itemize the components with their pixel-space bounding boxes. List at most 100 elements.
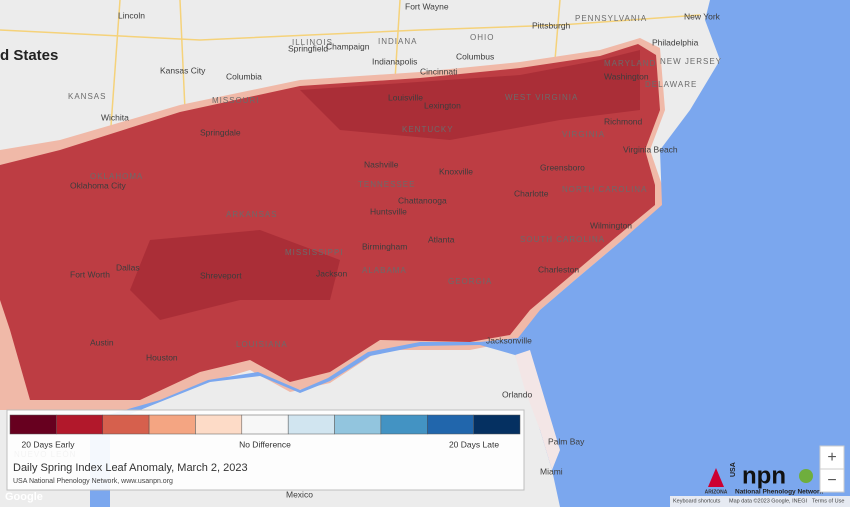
place-label: VIRGINIA — [562, 130, 605, 139]
npn-label: npn — [742, 462, 786, 489]
place-label: WEST VIRGINIA — [505, 93, 578, 102]
place-label: PENNSYLVANIA — [575, 14, 647, 23]
google-logo: Google — [5, 491, 43, 503]
place-label: Lexington — [424, 100, 461, 110]
legend-swatch — [241, 414, 289, 435]
place-label: Charleston — [538, 264, 579, 274]
place-label: MISSISSIPPI — [285, 248, 344, 257]
terms-of-use[interactable]: Terms of Use — [812, 498, 844, 504]
place-label: Springdale — [200, 127, 241, 137]
legend-swatch — [9, 414, 57, 435]
place-label: MISSOURI — [212, 96, 260, 105]
place-label: SOUTH CAROLINA — [520, 235, 605, 244]
legend-swatch — [287, 414, 335, 435]
place-label: Champaign — [326, 41, 370, 51]
place-labels: d States Lincoln Fort Wayne PENNSYLVANIA Pit… — [0, 1, 722, 499]
place-label: Richmond — [604, 116, 643, 126]
place-label: INDIANA — [378, 37, 417, 46]
legend-late: 20 Days Late — [449, 439, 499, 449]
place-label: Fort Wayne — [405, 1, 449, 11]
roads — [0, 0, 701, 141]
place-label: DELAWARE — [645, 80, 697, 89]
place-label: Palm Bay — [548, 436, 585, 446]
place-label: ARKANSAS — [226, 210, 278, 219]
place-label: Washington — [604, 71, 649, 81]
place-label: Virginia Beach — [623, 144, 678, 154]
place-label: Mexico — [286, 489, 313, 499]
place-label: Philadelphia — [652, 37, 699, 47]
place-label: d States — [0, 47, 58, 64]
legend-swatches — [9, 414, 521, 435]
zoom-in-label[interactable]: + — [827, 449, 836, 466]
place-label: Cincinnati — [420, 66, 457, 76]
place-label: Springfield — [288, 43, 328, 53]
place-label: Atlanta — [428, 234, 455, 244]
legend-swatch — [102, 414, 150, 435]
place-label: Indianapolis — [372, 56, 417, 66]
place-label: MARYLAND — [604, 59, 656, 68]
place-label: Kansas City — [160, 65, 206, 75]
place-label: Shreveport — [200, 270, 242, 280]
legend-credit: USA National Phenology Network, www.usan… — [13, 478, 173, 485]
florida — [515, 350, 560, 470]
usa-label: USA — [730, 462, 737, 477]
place-label: Louisville — [388, 92, 423, 102]
legend-middle: No Difference — [239, 439, 291, 449]
place-label: KANSAS — [68, 92, 106, 101]
legend-title: Daily Spring Index Leaf Anomaly, March 2… — [13, 462, 248, 474]
place-label: Wichita — [101, 112, 129, 122]
place-label: OHIO — [470, 33, 494, 42]
legend-swatch — [380, 414, 428, 435]
place-label: Oklahoma City — [70, 180, 126, 190]
legend-swatch — [334, 414, 382, 435]
legend-early: 20 Days Early — [22, 439, 76, 449]
place-label: Wilmington — [590, 220, 632, 230]
place-label: Jackson — [316, 268, 347, 278]
place-label: Austin — [90, 337, 114, 347]
npn-logo: ARIZONA USA npn National Phenology Netwo… — [705, 462, 824, 496]
place-label: ALABAMA — [362, 266, 407, 275]
network-label: National Phenology Network — [735, 489, 824, 496]
globe-icon — [799, 469, 813, 483]
place-label: Houston — [146, 352, 178, 362]
place-label: Orlando — [502, 389, 533, 399]
place-label: Knoxville — [439, 166, 473, 176]
place-label: Huntsville — [370, 206, 407, 216]
map-data: Map data ©2023 Google, INEGI — [729, 497, 808, 504]
legend-swatch — [195, 414, 243, 435]
ocean — [90, 0, 850, 507]
place-label: Fort Worth — [70, 269, 110, 279]
legend-swatch — [473, 414, 521, 435]
place-label: Miami — [540, 466, 563, 476]
place-label: KENTUCKY — [402, 125, 454, 134]
place-label: Lincoln — [118, 10, 145, 20]
place-label: Jacksonville — [486, 335, 532, 345]
place-label: Columbia — [226, 71, 262, 81]
place-label: Greensboro — [540, 162, 585, 172]
place-label: TENNESSEE — [358, 180, 415, 189]
zoom-out-label[interactable]: − — [827, 472, 836, 489]
place-label: Birmingham — [362, 241, 407, 251]
place-label: Columbus — [456, 51, 494, 61]
place-label: Dallas — [116, 262, 140, 272]
place-label: NORTH CAROLINA — [562, 185, 647, 194]
arizona-label: ARIZONA — [705, 489, 728, 495]
place-label: GEORGIA — [448, 277, 492, 286]
place-label: ILLINOIS — [292, 38, 333, 47]
keyboard-shortcuts[interactable]: Keyboard shortcuts — [673, 498, 721, 504]
footer-bar — [670, 496, 850, 507]
place-label: Chattanooga — [398, 195, 447, 205]
anomaly-strong — [130, 50, 640, 320]
place-label: OKLAHOMA — [90, 172, 143, 181]
place-label: Nashville — [364, 159, 399, 169]
legend-swatch — [427, 414, 474, 435]
legend-swatch — [56, 414, 103, 435]
place-label: Pittsburgh — [532, 20, 571, 30]
place-label: NEW JERSEY — [660, 57, 722, 66]
legend-swatch — [148, 414, 196, 435]
place-label: Charlotte — [514, 188, 549, 198]
zoom-out-button[interactable] — [819, 468, 845, 493]
legend: 20 Days Early No Difference 20 Days Late… — [6, 409, 525, 491]
arizona-icon — [708, 468, 724, 487]
